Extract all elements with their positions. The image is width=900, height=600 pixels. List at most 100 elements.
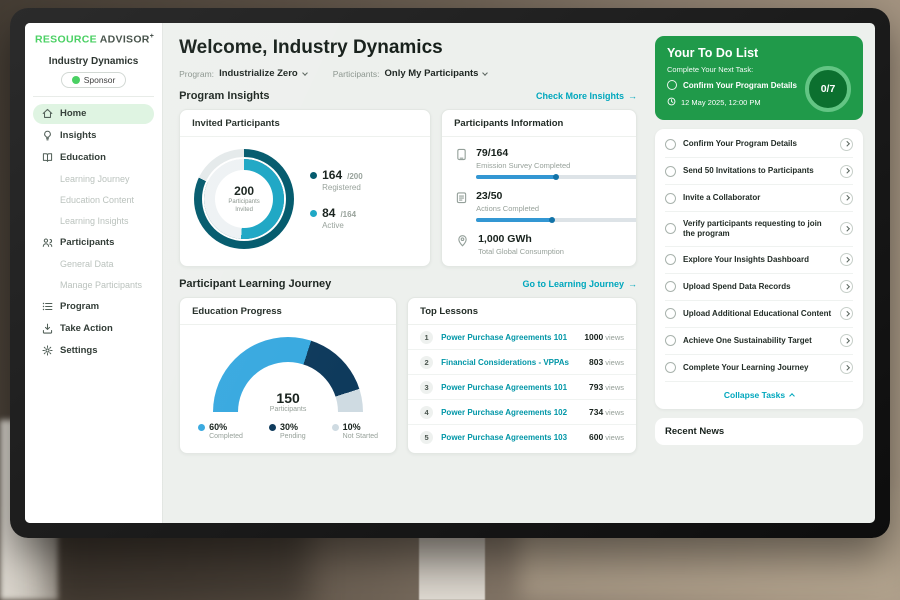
participants-filter[interactable]: Participants: Only My Participants — [333, 68, 488, 79]
sidebar-item-settings[interactable]: Settings — [33, 341, 154, 361]
task-checkbox[interactable] — [665, 166, 676, 177]
check-more-insights-link[interactable]: Check More Insights → — [536, 91, 637, 101]
task-row[interactable]: Verify participants requesting to join t… — [665, 212, 853, 247]
lesson-link[interactable]: Financial Considerations - VPPAs — [441, 358, 581, 367]
views-count: 600views — [589, 432, 624, 442]
progress-track — [476, 175, 637, 179]
clock-icon — [667, 97, 676, 108]
legend-not-started: 10% Not Started — [332, 422, 378, 440]
arrow-right-icon: → — [628, 91, 637, 101]
task-row[interactable]: Invite a Collaborator — [665, 185, 853, 212]
task-label: Verify participants requesting to join t… — [683, 219, 833, 240]
legend-registered: 164 /200 Registered — [310, 168, 363, 192]
sidebar-item-program[interactable]: Program — [33, 297, 154, 317]
gauge-center-value: 150 — [213, 390, 363, 406]
legend-pending: 30% Pending — [269, 422, 306, 440]
chevron-right-icon[interactable] — [840, 334, 853, 347]
sidebar-item-education-content[interactable]: Education Content — [33, 191, 154, 210]
task-checkbox[interactable] — [665, 335, 676, 346]
info-row-actions: 23/50 Actions Completed — [456, 190, 622, 222]
lesson-link[interactable]: Power Purchase Agreements 101 — [441, 333, 576, 342]
lesson-row: 5 Power Purchase Agreements 103 600views — [408, 425, 636, 449]
donut-center-value: 200 — [234, 184, 254, 198]
info-value: 1,000 GWh — [478, 233, 564, 245]
info-row-survey: 79/164 Emission Survey Completed — [456, 147, 622, 179]
sidebar-item-take-action[interactable]: Take Action — [33, 319, 154, 339]
sidebar-item-label: Education — [60, 152, 106, 163]
task-row[interactable]: Send 50 Invitations to Participants — [665, 158, 853, 185]
task-checkbox[interactable] — [665, 139, 676, 150]
gauge-legend: 60% Completed 30% Pending 10% Not Starte… — [190, 413, 386, 445]
sponsor-badge[interactable]: Sponsor — [61, 72, 127, 88]
arrow-right-icon: → — [628, 279, 637, 289]
sidebar-item-learning-insights[interactable]: Learning Insights — [33, 212, 154, 231]
legend-pct: 60% — [209, 422, 227, 432]
task-checkbox[interactable] — [665, 362, 676, 373]
stat-total: /164 — [340, 210, 356, 219]
legend-label: Pending — [280, 433, 306, 440]
task-checkbox[interactable] — [665, 281, 676, 292]
invited-participants-card: Invited Participants 200 Participants In… — [179, 109, 431, 267]
education-card-body: 150 Participants 60% Completed — [180, 325, 396, 453]
lesson-link[interactable]: Power Purchase Agreements 101 — [441, 383, 581, 392]
invited-donut: 200 Participants Invited — [194, 149, 294, 249]
views-count: 1000views — [584, 332, 624, 342]
task-row[interactable]: Achieve One Sustainability Target — [665, 328, 853, 355]
invited-card-body: 200 Participants Invited 164 /200 — [180, 137, 430, 261]
lesson-link[interactable]: Power Purchase Agreements 103 — [441, 433, 581, 442]
rank-badge: 1 — [420, 331, 433, 344]
top-lessons-card: Top Lessons 1 Power Purchase Agreements … — [407, 297, 637, 454]
sidebar-item-participants[interactable]: Participants — [33, 233, 154, 253]
list-icon — [41, 301, 53, 312]
participants-filter-value: Only My Participants — [385, 68, 479, 79]
sidebar-item-education[interactable]: Education — [33, 148, 154, 168]
task-row[interactable]: Explore Your Insights Dashboard — [665, 247, 853, 274]
task-label: Upload Additional Educational Content — [683, 309, 833, 319]
checklist-icon — [456, 190, 467, 222]
go-to-learning-journey-link[interactable]: Go to Learning Journey → — [522, 279, 637, 289]
sidebar-item-label: Learning Insights — [60, 216, 129, 226]
lesson-row: 1 Power Purchase Agreements 101 1000view… — [408, 325, 636, 350]
sidebar-item-learning-journey[interactable]: Learning Journey — [33, 170, 154, 189]
chevron-right-icon[interactable] — [840, 222, 853, 235]
invited-donut-center: 200 Participants Invited — [215, 170, 273, 228]
chevron-right-icon[interactable] — [840, 361, 853, 374]
chevron-right-icon[interactable] — [840, 253, 853, 266]
sidebar-item-general-data[interactable]: General Data — [33, 255, 154, 274]
sidebar-item-home[interactable]: Home — [33, 104, 154, 124]
sidebar-item-insights[interactable]: Insights — [33, 126, 154, 146]
sidebar-item-label: General Data — [60, 259, 114, 269]
stat-label: Registered — [322, 183, 363, 192]
lesson-link[interactable]: Power Purchase Agreements 102 — [441, 408, 581, 417]
task-checkbox[interactable] — [665, 308, 676, 319]
task-checkbox[interactable] — [665, 223, 676, 234]
program-filter[interactable]: Program: Industrialize Zero — [179, 68, 307, 79]
lesson-row: 2 Financial Considerations - VPPAs 803vi… — [408, 350, 636, 375]
chevron-right-icon[interactable] — [840, 165, 853, 178]
card-title: Education Progress — [180, 298, 396, 325]
chevron-down-icon — [302, 70, 308, 76]
info-label: Emission Survey Completed — [476, 161, 637, 170]
chevron-right-icon[interactable] — [840, 280, 853, 293]
task-row[interactable]: Upload Additional Educational Content — [665, 301, 853, 328]
task-row[interactable]: Upload Spend Data Records — [665, 274, 853, 301]
lightbulb-icon — [41, 130, 53, 141]
sidebar-item-manage-participants[interactable]: Manage Participants — [33, 276, 154, 295]
chevron-right-icon[interactable] — [840, 192, 853, 205]
chevron-right-icon[interactable] — [840, 138, 853, 151]
sidebar-divider — [33, 96, 154, 97]
info-label: Total Global Consumption — [478, 247, 564, 256]
todo-panel: Your To Do List Complete Your Next Task:… — [649, 23, 875, 523]
task-checkbox[interactable] — [667, 80, 677, 90]
sidebar: RESOURCE ADVISOR+ Industry Dynamics Spon… — [25, 23, 163, 523]
task-checkbox[interactable] — [665, 254, 676, 265]
task-checkbox[interactable] — [665, 193, 676, 204]
task-row[interactable]: Confirm Your Program Details — [665, 131, 853, 158]
task-row[interactable]: Complete Your Learning Journey — [665, 355, 853, 382]
chevron-down-icon — [483, 70, 489, 76]
logo-resource: RESOURCE — [35, 34, 97, 46]
donut-center-label: Participants Invited — [223, 199, 265, 214]
chevron-right-icon[interactable] — [840, 307, 853, 320]
collapse-tasks-button[interactable]: Collapse Tasks — [665, 382, 853, 407]
legend-label: Not Started — [343, 433, 378, 440]
